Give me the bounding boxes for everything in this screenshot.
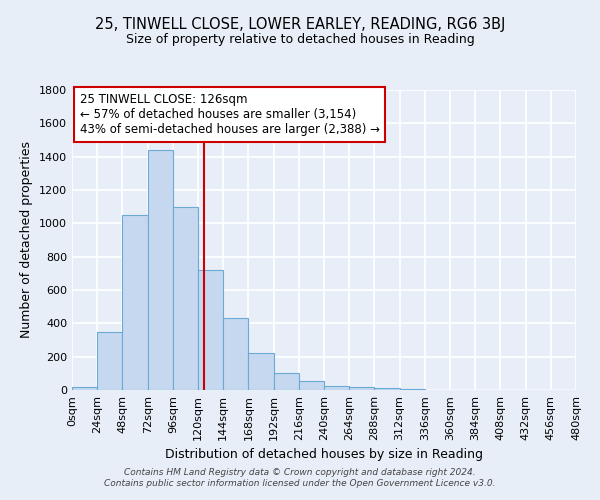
- Text: Size of property relative to detached houses in Reading: Size of property relative to detached ho…: [125, 32, 475, 46]
- Bar: [374, 388, 400, 390]
- Text: 25, TINWELL CLOSE, LOWER EARLEY, READING, RG6 3BJ: 25, TINWELL CLOSE, LOWER EARLEY, READING…: [95, 18, 505, 32]
- Bar: [324, 386, 349, 390]
- Y-axis label: Number of detached properties: Number of detached properties: [20, 142, 34, 338]
- Bar: [274, 372, 299, 390]
- X-axis label: Distribution of detached houses by size in Reading: Distribution of detached houses by size …: [165, 448, 483, 462]
- Text: 25 TINWELL CLOSE: 126sqm
← 57% of detached houses are smaller (3,154)
43% of sem: 25 TINWELL CLOSE: 126sqm ← 57% of detach…: [80, 93, 380, 136]
- Bar: [400, 389, 425, 390]
- Text: Contains HM Land Registry data © Crown copyright and database right 2024.
Contai: Contains HM Land Registry data © Crown c…: [104, 468, 496, 487]
- Bar: [173, 206, 198, 390]
- Bar: [223, 318, 248, 390]
- Bar: [198, 270, 223, 390]
- Bar: [148, 150, 173, 390]
- Bar: [248, 354, 274, 390]
- Bar: [97, 332, 122, 390]
- Bar: [349, 386, 374, 390]
- Bar: [72, 386, 97, 390]
- Bar: [299, 381, 324, 390]
- Bar: [122, 215, 148, 390]
